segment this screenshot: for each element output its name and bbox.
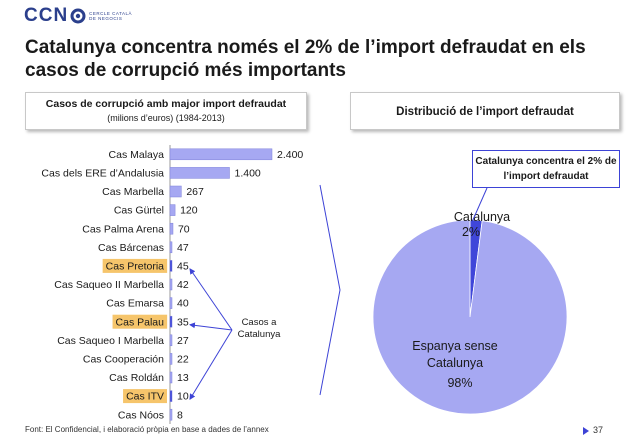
source-note: Font: El Confidencial, i elaboració pròp… — [25, 425, 269, 434]
bar — [169, 167, 230, 179]
bar — [169, 148, 273, 161]
value-label: 42 — [177, 279, 189, 291]
slice-label: Espanya sense Catalunya — [412, 339, 498, 370]
category-label: Cas ITV — [126, 391, 164, 403]
pie-callout: Catalunya concentra el 2% de l’import de… — [472, 150, 620, 188]
pie-slice — [372, 219, 568, 415]
category-label: Cas Marbella — [102, 186, 164, 198]
page-arrow-icon — [583, 427, 589, 435]
highlight-box — [123, 389, 167, 404]
logo-ring-icon — [70, 8, 86, 24]
bar — [169, 353, 173, 365]
bar — [169, 204, 176, 216]
value-label: 1.400 — [235, 168, 261, 180]
logo-text: CCN — [24, 5, 69, 26]
bar-chart-title: Casos de corrupció amb major import defr… — [45, 98, 287, 110]
category-label: Cas Emarsa — [106, 298, 164, 310]
chevron-icon — [319, 184, 341, 396]
value-label: 70 — [178, 223, 190, 235]
pie-chart-header: Distribució de l’import defraudat — [350, 92, 620, 130]
category-label: Cas Gürtel — [114, 205, 164, 217]
category-label: Cas Saqueo I Marbella — [57, 335, 164, 347]
bar — [169, 297, 173, 309]
bar-chart-subtitle: (milions d’euros) (1984-2013) — [107, 113, 225, 123]
category-label: Cas Palau — [116, 316, 165, 328]
bar — [169, 371, 173, 384]
value-label: 27 — [177, 335, 189, 347]
value-label: 8 — [177, 409, 183, 421]
category-label: Cas Pretoria — [106, 261, 165, 273]
value-label: 120 — [180, 205, 198, 217]
category-label: Cas Cooperación — [83, 354, 164, 366]
annotation-label: Casos a Catalunya — [238, 317, 281, 340]
bar — [169, 315, 173, 328]
page-number: 37 — [593, 425, 604, 435]
bar-chart: Cas Malaya 2.400 Cas dels ERE d’Andalusia 1… — [41, 145, 303, 424]
category-label: Cas Palma Arena — [82, 223, 164, 235]
connector-arrow — [319, 184, 341, 396]
bar — [169, 390, 173, 402]
value-label: 13 — [177, 372, 189, 384]
annotation-arrow — [189, 322, 233, 331]
bar — [169, 278, 173, 291]
bar — [169, 241, 173, 254]
bar — [169, 185, 182, 198]
logo-subtitle: CERCLE CATALÀ DE NEGOCIS — [89, 11, 133, 21]
value-label: 47 — [177, 242, 189, 254]
bar-chart-header: Casos de corrupció amb major import defr… — [25, 92, 307, 130]
value-label: 267 — [186, 186, 204, 198]
bar — [169, 222, 174, 235]
annotation-arrow — [189, 268, 233, 331]
callout-pointer — [471, 187, 488, 223]
value-label: 22 — [177, 354, 189, 366]
highlight-box — [112, 314, 168, 329]
value-label: 35 — [177, 316, 189, 328]
category-label: Cas Saqueo II Marbella — [54, 279, 164, 291]
slice-label: Catalunya — [454, 210, 510, 224]
slice-value-label: 2% — [462, 225, 480, 239]
ccn-logo: CCN CERCLE CATALÀ DE NEGOCIS — [24, 5, 135, 27]
value-label: 45 — [177, 261, 189, 273]
value-label: 40 — [177, 298, 189, 310]
category-label: Cas dels ERE d’Andalusia — [41, 168, 164, 180]
value-label: 2.400 — [277, 149, 303, 161]
value-label: 10 — [177, 391, 189, 403]
bar — [169, 408, 173, 421]
category-label: Cas Roldán — [109, 372, 164, 384]
annotation-arrow — [189, 329, 233, 400]
slice-value-label: 98% — [447, 376, 472, 390]
bar — [169, 260, 173, 272]
category-label: Cas Nóos — [118, 409, 164, 421]
bar — [169, 334, 173, 347]
category-label: Cas Malaya — [109, 149, 165, 161]
category-label: Cas Bárcenas — [98, 242, 164, 254]
highlight-box — [102, 258, 168, 273]
page-title: Catalunya concentra només el 2% de l’imp… — [25, 37, 586, 81]
